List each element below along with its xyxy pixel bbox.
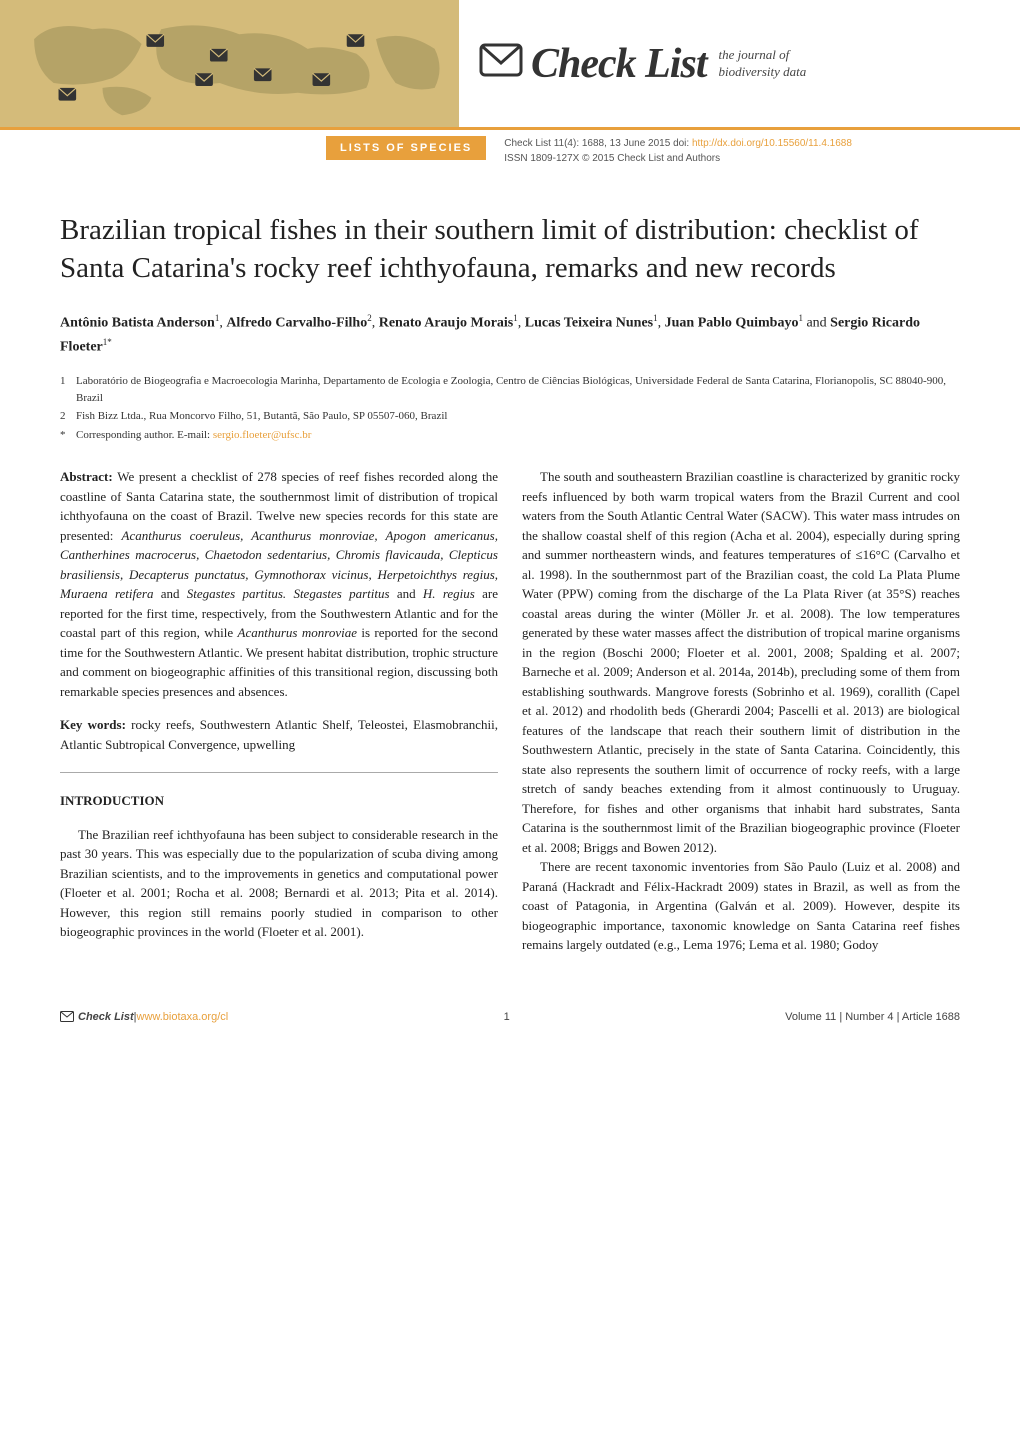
doi-link[interactable]: http://dx.doi.org/10.15560/11.4.1688: [692, 138, 852, 149]
author-3: Renato Araujo Morais: [379, 316, 514, 331]
journal-name: Check List: [531, 40, 707, 88]
introduction-heading: INTRODUCTION: [60, 791, 498, 811]
author-1: Antônio Batista Anderson: [60, 316, 215, 331]
affiliation-2: 2 Fish Bizz Ltda., Rua Moncorvo Filho, 5…: [60, 408, 960, 425]
intro-paragraph-3: There are recent taxonomic inventories f…: [522, 857, 960, 955]
tagline-line2: biodiversity data: [719, 64, 807, 79]
abstract-species-2: Stegastes partitus. Stegastes partitus: [187, 586, 390, 601]
aff-2-num: 2: [60, 408, 76, 425]
divider-line: [60, 772, 498, 773]
citation-line2: ISSN 1809-127X © 2015 Check List and Aut…: [504, 153, 720, 164]
aff-1-num: 1: [60, 373, 76, 406]
body-columns: Abstract: We present a checklist of 278 …: [60, 467, 960, 955]
header-banner: Check List the journal of biodiversity d…: [0, 0, 1020, 130]
intro-paragraph-1: The Brazilian reef ichthyofauna has been…: [60, 825, 498, 942]
authors-line: Antônio Batista Anderson1, Alfredo Carva…: [60, 311, 960, 359]
footer-checklist-label: Check List: [78, 1011, 134, 1023]
journal-tagline: the journal of biodiversity data: [719, 47, 807, 81]
abstract-species-3: H. regius: [423, 586, 475, 601]
corr-text: Corresponding author. E-mail:: [76, 429, 213, 441]
abstract-label: Abstract:: [60, 469, 117, 484]
corr-num: *: [60, 427, 76, 444]
page-footer: Check List | www.biotaxa.org/cl 1 Volume…: [0, 995, 1020, 1039]
intro-paragraph-2: The south and southeastern Brazilian coa…: [522, 467, 960, 857]
map-svg: [0, 0, 459, 127]
footer-left: Check List | www.biotaxa.org/cl: [60, 1009, 228, 1025]
affiliations: 1 Laboratório de Biogeografia e Macroeco…: [60, 373, 960, 443]
keywords-paragraph: Key words: rocky reefs, Southwestern Atl…: [60, 715, 498, 754]
author-4: Lucas Teixeira Nunes: [525, 316, 653, 331]
section-label: LISTS OF SPECIES: [326, 136, 486, 160]
main-content: Brazilian tropical fishes in their south…: [0, 172, 1020, 995]
citation-line1: Check List 11(4): 1688, 13 June 2015 doi…: [504, 138, 692, 149]
footer-volume-info: Volume 11 | Number 4 | Article 1688: [785, 1011, 960, 1023]
footer-envelope-icon: [60, 1009, 74, 1025]
author-2: Alfredo Carvalho-Filho: [226, 316, 367, 331]
journal-title-section: Check List the journal of biodiversity d…: [459, 40, 1020, 88]
keywords-label: Key words:: [60, 717, 131, 732]
footer-page-number: 1: [504, 1011, 510, 1023]
citation-info: Check List 11(4): 1688, 13 June 2015 doi…: [486, 136, 1020, 166]
corresponding-author: * Corresponding author. E-mail: sergio.f…: [60, 427, 960, 444]
envelope-icon: [479, 40, 523, 88]
article-title: Brazilian tropical fishes in their south…: [60, 212, 960, 287]
author-5: Juan Pablo Quimbayo: [665, 316, 799, 331]
affiliation-1: 1 Laboratório de Biogeografia e Macroeco…: [60, 373, 960, 406]
abstract-paragraph: Abstract: We present a checklist of 278 …: [60, 467, 498, 701]
aff-1-text: Laboratório de Biogeografia e Macroecolo…: [76, 373, 960, 406]
section-label-bar: LISTS OF SPECIES Check List 11(4): 1688,…: [0, 130, 1020, 172]
abstract-species-4: Acanthurus monroviae: [238, 625, 357, 640]
aff-2-text: Fish Bizz Ltda., Rua Moncorvo Filho, 51,…: [76, 408, 447, 425]
tagline-line1: the journal of: [719, 47, 790, 62]
author-6-sup: 1*: [103, 337, 112, 347]
world-map-graphic: [0, 0, 459, 127]
abstract-and-2: and: [390, 586, 423, 601]
corr-email-link[interactable]: sergio.floeter@ufsc.br: [213, 429, 312, 441]
abstract-and-1: and: [153, 586, 186, 601]
footer-url-link[interactable]: www.biotaxa.org/cl: [137, 1011, 229, 1023]
